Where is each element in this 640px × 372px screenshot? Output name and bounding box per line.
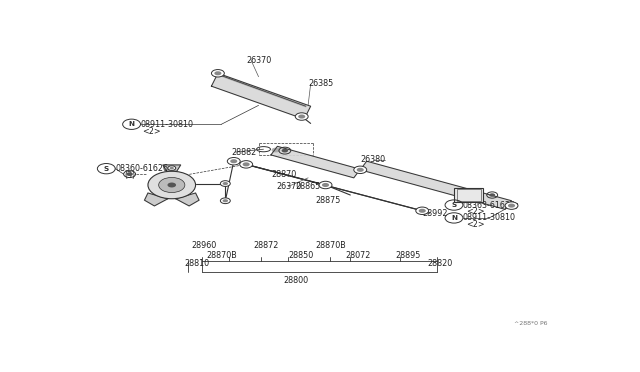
Circle shape (220, 198, 230, 203)
Circle shape (356, 168, 364, 172)
Polygon shape (211, 73, 310, 119)
Circle shape (148, 171, 196, 199)
Ellipse shape (272, 148, 280, 152)
Text: S: S (451, 202, 456, 208)
Circle shape (489, 193, 495, 197)
Polygon shape (360, 161, 511, 209)
Circle shape (319, 181, 332, 189)
Text: ^288*0 P6: ^288*0 P6 (514, 321, 547, 326)
Text: <2>: <2> (466, 207, 484, 216)
Text: 28865: 28865 (296, 182, 321, 191)
Text: 28850: 28850 (288, 251, 314, 260)
Text: 28810: 28810 (184, 259, 209, 268)
Polygon shape (145, 193, 168, 206)
Circle shape (159, 177, 185, 193)
Circle shape (170, 167, 174, 169)
Text: 26385: 26385 (308, 79, 333, 88)
Text: 28960: 28960 (191, 241, 217, 250)
Circle shape (505, 202, 518, 209)
Text: 26380: 26380 (360, 155, 385, 164)
Circle shape (295, 113, 308, 120)
Circle shape (168, 166, 176, 170)
Text: 08911-30810: 08911-30810 (141, 120, 193, 129)
Circle shape (211, 70, 225, 77)
Circle shape (416, 207, 429, 215)
Text: <2>: <2> (142, 127, 161, 136)
Circle shape (354, 166, 367, 173)
Circle shape (282, 149, 288, 153)
Text: N: N (129, 121, 134, 127)
Text: 08363-61638: 08363-61638 (463, 201, 516, 209)
Text: N: N (451, 215, 457, 221)
Text: 28870B: 28870B (207, 251, 237, 260)
Text: 26370: 26370 (246, 56, 271, 65)
Circle shape (126, 172, 133, 176)
Text: <2>: <2> (466, 220, 484, 229)
Text: 28992: 28992 (422, 209, 448, 218)
Text: 08911-30810: 08911-30810 (463, 214, 516, 222)
Circle shape (223, 199, 228, 202)
Circle shape (214, 71, 221, 76)
Circle shape (240, 161, 253, 168)
Polygon shape (271, 146, 360, 178)
Circle shape (419, 209, 426, 213)
Text: 28875: 28875 (316, 196, 341, 205)
Circle shape (322, 183, 329, 187)
Bar (454, 188, 483, 202)
Text: 08360-61626: 08360-61626 (116, 164, 169, 173)
Circle shape (230, 159, 237, 163)
Text: 28870: 28870 (271, 170, 296, 179)
Text: 28872: 28872 (253, 241, 279, 250)
Circle shape (227, 157, 240, 165)
Text: 28895: 28895 (395, 251, 420, 260)
Text: 28820: 28820 (428, 259, 452, 268)
Text: 28800: 28800 (283, 276, 308, 285)
Bar (457, 189, 481, 201)
Circle shape (223, 182, 228, 185)
Circle shape (298, 115, 305, 119)
Circle shape (508, 203, 515, 208)
Circle shape (220, 181, 230, 186)
Text: 28870B: 28870B (316, 241, 346, 250)
Circle shape (243, 162, 250, 166)
Text: S: S (104, 166, 109, 171)
Text: 28072: 28072 (346, 251, 371, 260)
Text: 26370: 26370 (276, 182, 301, 191)
Polygon shape (163, 165, 180, 171)
Polygon shape (176, 193, 199, 206)
Text: 28882: 28882 (231, 148, 257, 157)
Text: (3): (3) (125, 171, 136, 180)
Circle shape (168, 183, 176, 187)
